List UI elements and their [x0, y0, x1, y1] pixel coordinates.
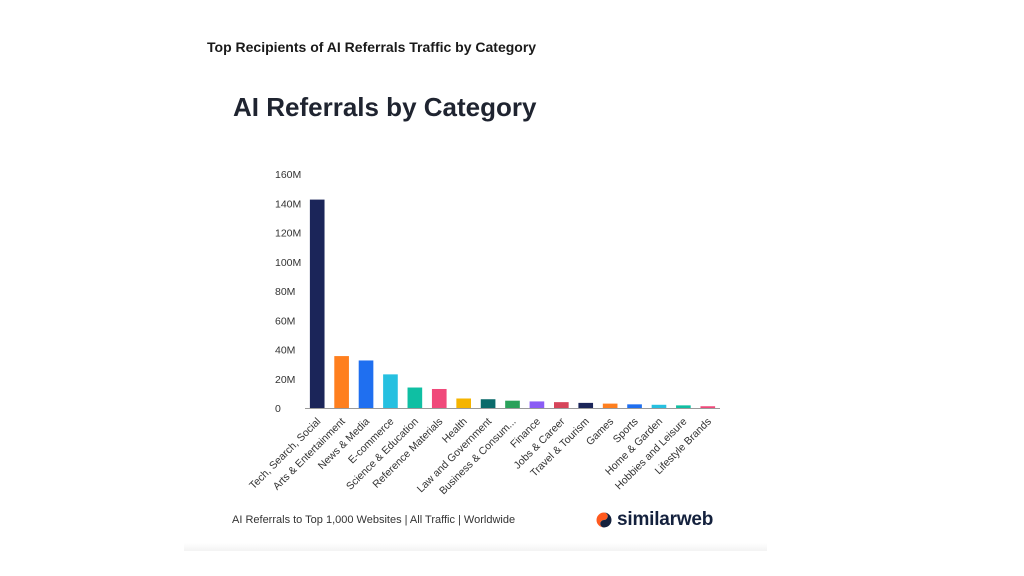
similarweb-logo: similarweb [595, 509, 713, 531]
chart-title: AI Referrals by Category [233, 92, 537, 122]
bar [627, 404, 642, 408]
bar [554, 402, 569, 408]
y-tick-label: 160M [275, 169, 301, 181]
bar [431, 388, 447, 408]
bar [407, 387, 423, 408]
bar [334, 356, 349, 408]
y-tick-label: 100M [275, 257, 301, 269]
bar [700, 406, 716, 408]
chart-footer: AI Referrals to Top 1,000 Websites | All… [232, 514, 516, 526]
y-tick-label: 40M [275, 345, 295, 357]
bar [480, 399, 496, 408]
y-tick-label: 140M [275, 198, 301, 210]
bar [578, 402, 594, 408]
brand-name: similarweb [617, 509, 714, 530]
y-tick-label: 80M [275, 286, 295, 298]
bar [505, 400, 520, 408]
x-tick-label: Games [584, 416, 616, 448]
bar [309, 199, 325, 408]
bar [456, 398, 471, 408]
page-heading: Top Recipients of AI Referrals Traffic b… [207, 39, 537, 55]
bar [358, 360, 374, 408]
y-tick-label: 120M [275, 228, 301, 240]
chart-card [184, 72, 767, 550]
bar [676, 405, 691, 408]
bar [383, 374, 398, 408]
bar [529, 401, 545, 408]
y-tick-label: 20M [275, 374, 295, 386]
similarweb-logo-icon [596, 512, 612, 528]
card-shadow [184, 543, 767, 551]
y-tick-label: 0 [275, 403, 281, 415]
bar [602, 403, 618, 408]
y-tick-label: 60M [275, 315, 295, 327]
bar [651, 404, 667, 408]
